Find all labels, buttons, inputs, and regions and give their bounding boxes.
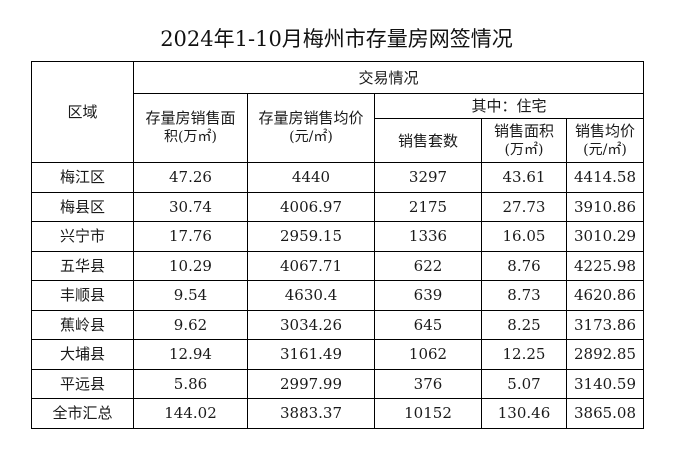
header-res-area: 销售面积 (万㎡): [481, 118, 567, 163]
cell-res-price: 3140.59: [566, 368, 644, 399]
cell-res-units: 2175: [374, 191, 482, 222]
cell-res-area: 16.05: [481, 221, 567, 252]
cell-stock-area: 30.74: [133, 191, 248, 222]
cell-res-area: 8.25: [481, 309, 567, 340]
cell-res-units: 3297: [374, 162, 482, 193]
cell-stock-price: 3883.37: [247, 398, 375, 429]
cell-res-units: 622: [374, 250, 482, 281]
cell-region: 大埔县: [31, 339, 134, 370]
table-row: 丰顺县 9.54 4630.4 639 8.73 4620.86: [31, 280, 644, 311]
cell-stock-area: 12.94: [133, 339, 248, 370]
cell-res-price: 4414.58: [566, 162, 644, 193]
cell-res-area: 8.73: [481, 280, 567, 311]
cell-res-units: 1062: [374, 339, 482, 370]
cell-stock-price: 4630.4: [247, 280, 375, 311]
cell-res-area: 12.25: [481, 339, 567, 370]
cell-res-units: 645: [374, 309, 482, 340]
header-res-area-line2: (万㎡): [504, 141, 544, 158]
cell-res-price: 4620.86: [566, 280, 644, 311]
header-row-2: 存量房销售面 积(万㎡) 存量房销售均价 (元/㎡) 其中：住宅: [32, 93, 644, 163]
cell-region: 五华县: [31, 250, 134, 281]
header-res-units: 销售套数: [374, 118, 482, 163]
cell-stock-price: 2997.99: [247, 368, 375, 399]
cell-res-area: 43.61: [481, 162, 567, 193]
header-region: 区域: [31, 61, 134, 163]
cell-stock-area: 47.26: [133, 162, 248, 193]
cell-res-units: 1336: [374, 221, 482, 252]
header-stock-price: 存量房销售均价 (元/㎡): [247, 93, 375, 163]
cell-res-area: 8.76: [481, 250, 567, 281]
cell-stock-price: 4440: [247, 162, 375, 193]
header-res-area-line1: 销售面积: [493, 121, 554, 140]
cell-res-units: 376: [374, 368, 482, 399]
cell-res-units: 10152: [374, 398, 482, 429]
cell-res-price: 3173.86: [566, 309, 644, 340]
table-row: 大埔县 12.94 3161.49 1062 12.25 2892.85: [31, 339, 644, 370]
header-stock-price-line1: 存量房销售均价: [258, 109, 364, 127]
cell-stock-price: 4067.71: [247, 250, 375, 281]
header-stock-area-line2: 积(万㎡): [164, 129, 217, 145]
table-row: 平远县 5.86 2997.99 376 5.07 3140.59: [31, 368, 644, 399]
table-row: 梅江区 47.26 4440 3297 43.61 4414.58: [31, 162, 644, 193]
header-res-price-line1: 销售均价: [574, 121, 635, 140]
cell-res-price: 2892.85: [566, 339, 644, 370]
cell-stock-area: 9.62: [133, 309, 248, 340]
cell-res-units: 639: [374, 280, 482, 311]
cell-stock-price: 2959.15: [247, 221, 375, 252]
cell-res-area: 27.73: [481, 191, 567, 222]
header-res-price: 销售均价 (元/㎡): [566, 118, 644, 163]
cell-region: 平远县: [31, 368, 134, 399]
header-stock-price-line2: (元/㎡): [289, 129, 333, 145]
header-transaction: 交易情况: [133, 61, 644, 94]
cell-stock-area: 144.02: [133, 398, 248, 429]
header-stock-area-line1: 存量房销售面: [145, 109, 236, 127]
header-row-3: 销售套数 销售面积 (万㎡) 销售均价 (元/㎡): [32, 118, 644, 163]
cell-res-area: 130.46: [481, 398, 567, 429]
cell-stock-area: 17.76: [133, 221, 248, 252]
cell-stock-price: 3161.49: [247, 339, 375, 370]
cell-res-area: 5.07: [481, 368, 567, 399]
header-stock-area: 存量房销售面 积(万㎡): [133, 93, 248, 163]
cell-region: 梅江区: [31, 162, 134, 193]
cell-region: 梅县区: [31, 191, 134, 222]
cell-region: 兴宁市: [31, 221, 134, 252]
cell-region: 全市汇总: [31, 398, 134, 429]
header-row-1: 区域 交易情况: [31, 61, 644, 163]
cell-stock-price: 3034.26: [247, 309, 375, 340]
page-title: 2024年1-10月梅州市存量房网签情况: [160, 27, 513, 51]
cell-res-price: 3010.29: [566, 221, 644, 252]
cell-stock-price: 4006.97: [247, 191, 375, 222]
cell-stock-area: 10.29: [133, 250, 248, 281]
table-row: 梅县区 30.74 4006.97 2175 27.73 3910.86: [31, 191, 644, 222]
cell-res-price: 3910.86: [566, 191, 644, 222]
cell-stock-area: 9.54: [133, 280, 248, 311]
table-row: 蕉岭县 9.62 3034.26 645 8.25 3173.86: [31, 309, 644, 340]
table-row: 兴宁市 17.76 2959.15 1336 16.05 3010.29: [31, 221, 644, 252]
header-res-price-line2: (元/㎡): [583, 141, 627, 158]
cell-region: 丰顺县: [31, 280, 134, 311]
table-row: 五华县 10.29 4067.71 622 8.76 4225.98: [31, 250, 644, 281]
cell-region: 蕉岭县: [31, 309, 134, 340]
cell-res-price: 4225.98: [566, 250, 644, 281]
cell-res-price: 3865.08: [566, 398, 644, 429]
header-residential: 其中：住宅: [374, 93, 644, 119]
cell-stock-area: 5.86: [133, 368, 248, 399]
table-row-total: 全市汇总 144.02 3883.37 10152 130.46 3865.08: [31, 398, 644, 429]
housing-transaction-table: 区域 交易情况 存量房销售面 积(万㎡) 存量房销售均价 (元/㎡) 其中：住宅…: [31, 61, 644, 429]
